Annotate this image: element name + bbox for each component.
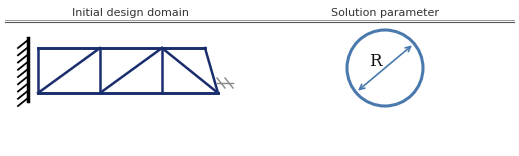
- Text: Initial design domain: Initial design domain: [72, 8, 188, 18]
- Text: Solution parameter: Solution parameter: [331, 8, 439, 18]
- Text: R: R: [369, 54, 381, 71]
